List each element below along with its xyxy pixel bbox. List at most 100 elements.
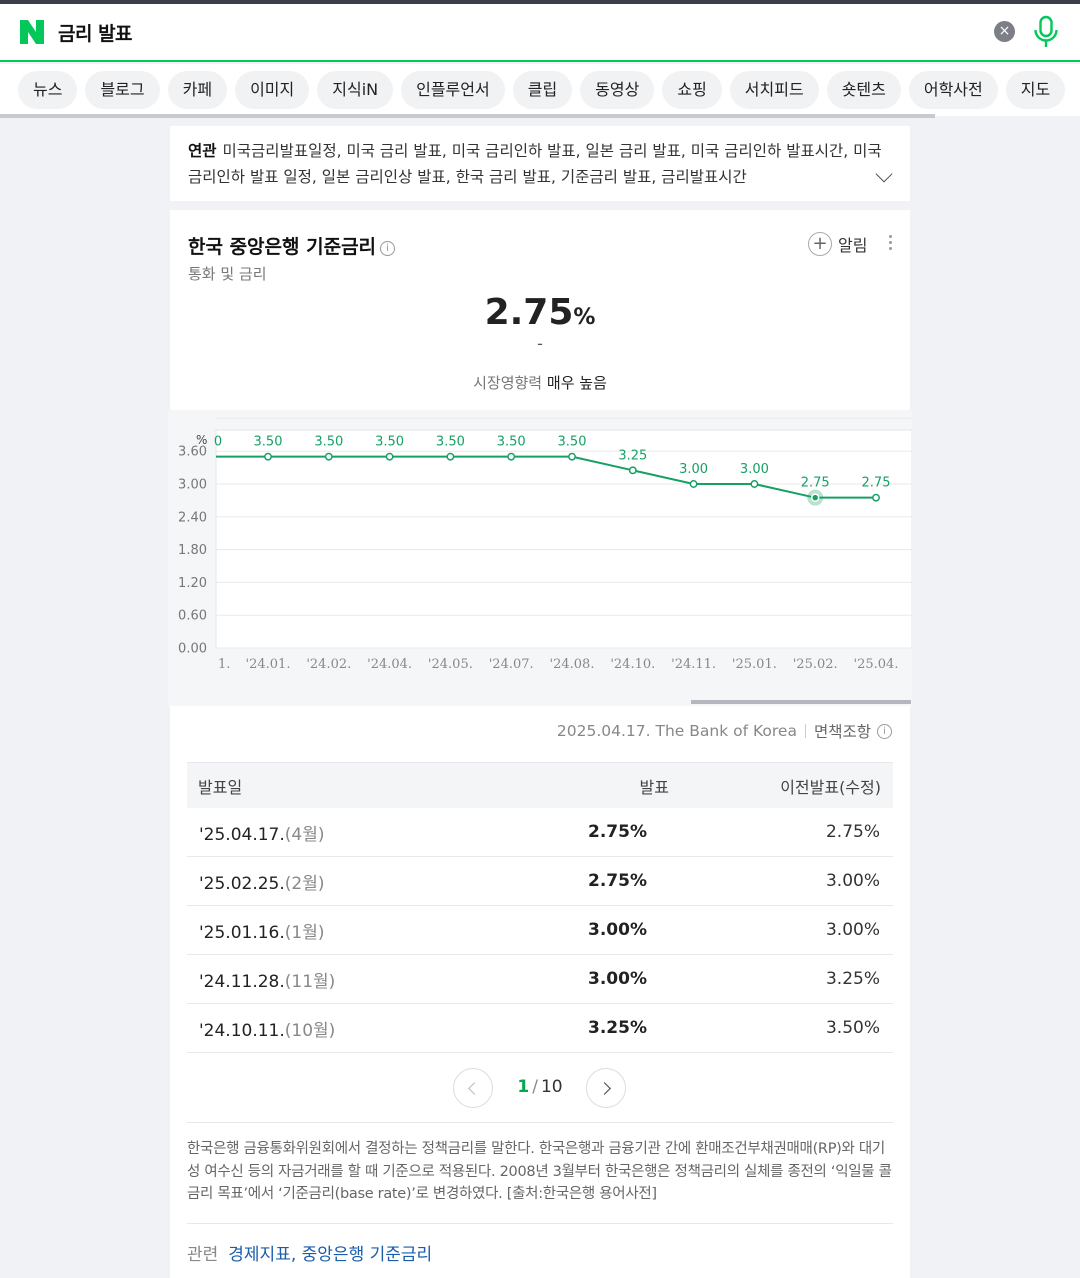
- data-point: [264, 452, 272, 461]
- cell-previous: 3.25%: [825, 969, 880, 989]
- data-label: 3.50: [375, 435, 404, 450]
- x-tick-label: '24.11.: [671, 657, 716, 672]
- data-point: [446, 452, 455, 461]
- data-label: 3.50: [314, 435, 343, 450]
- interest-rate-card: 한국 중앙은행 기준금리 i 통화 및 금리 + 알림 2.75% - 시장영향력…: [168, 210, 912, 1278]
- data-point: [810, 493, 820, 502]
- alarm-button[interactable]: + 알림: [808, 232, 867, 256]
- prev-page-chevron-left-icon[interactable]: [453, 1068, 493, 1108]
- header-date: 발표일: [198, 777, 243, 797]
- y-tick-label: 3.00: [178, 478, 207, 493]
- y-tick-label: 0.00: [178, 642, 207, 657]
- divider: [804, 724, 806, 738]
- chart-scrollbar[interactable]: [691, 700, 911, 704]
- data-label: 3.00: [740, 462, 769, 477]
- data-label: 3.50: [254, 435, 283, 450]
- related-label: 연관: [188, 142, 217, 160]
- table-row: '24.10.11.(10월) 3.25% 3.50%: [187, 1004, 893, 1053]
- page-indicator: 1/10: [517, 1077, 563, 1097]
- tab-item[interactable]: 클립: [512, 71, 573, 109]
- info-icon[interactable]: i: [380, 241, 396, 256]
- data-label: 0: [214, 435, 222, 450]
- related-links: 관련 경제지표, 중앙은행 기준금리: [187, 1245, 433, 1265]
- tab-item[interactable]: 뉴스: [18, 71, 78, 109]
- data-label: 3.50: [497, 435, 526, 450]
- related-terms[interactable]: 미국금리발표일정, 미국 금리 발표, 미국 금리인하 발표, 일본 금리 발표…: [188, 142, 882, 186]
- data-point: [872, 493, 880, 502]
- x-tick-label: '25.04.: [854, 657, 899, 672]
- indicator-title: 한국 중앙은행 기준금리 i: [188, 232, 396, 259]
- data-point: [689, 480, 698, 488]
- search-input[interactable]: 금리 발표: [58, 23, 133, 45]
- data-point: [568, 452, 576, 461]
- cell-previous: 3.50%: [825, 1018, 880, 1038]
- data-label: 2.75: [801, 476, 830, 491]
- term-description: 한국은행 금융통화위원회에서 결정하는 정책금리를 말한다. 한국은행과 금융기…: [187, 1141, 892, 1202]
- tab-item[interactable]: 카페: [167, 71, 228, 109]
- plus-icon: +: [808, 232, 832, 256]
- x-tick-label: 1.: [218, 657, 230, 672]
- data-point: [628, 466, 637, 475]
- tab-item[interactable]: 지도: [1005, 71, 1066, 109]
- y-tick-label: 3.60: [178, 445, 207, 460]
- cell-date: '25.04.17.(4월): [199, 824, 325, 845]
- cell-actual: 2.75%: [588, 871, 647, 891]
- tabs-scrollbar[interactable]: [0, 114, 935, 118]
- table-row: '24.11.28.(11월) 3.00% 3.25%: [187, 955, 893, 1004]
- table-row: '25.01.16.(1월) 3.00% 3.00%: [187, 906, 893, 955]
- status-strip: [0, 0, 1080, 4]
- indicator-category: 통화 및 금리: [188, 265, 267, 283]
- tab-item[interactable]: 숏텐츠: [826, 71, 901, 109]
- cell-actual: 2.75%: [588, 822, 647, 842]
- source-date-org: 2025.04.17. The Bank of Korea: [556, 722, 797, 740]
- x-tick-label: '24.08.: [550, 657, 595, 672]
- tab-item[interactable]: 쇼핑: [662, 71, 722, 109]
- data-label: 3.50: [558, 435, 587, 450]
- cell-actual: 3.00%: [588, 969, 647, 989]
- y-tick-label: 1.20: [178, 576, 207, 591]
- naver-logo-icon[interactable]: [18, 18, 46, 46]
- data-label: 3.25: [618, 448, 647, 463]
- table-row: '25.02.25.(2월) 2.75% 3.00%: [187, 857, 893, 906]
- x-tick-label: '24.07.: [489, 657, 534, 672]
- x-tick-label: '24.01.: [246, 657, 291, 672]
- rate-chart[interactable]: % 0.00 0.60 1.20 1.80 2.40 3.00 3.60 1. '24.01. '2…: [168, 410, 912, 706]
- y-tick-label: 2.40: [178, 510, 207, 525]
- tab-item[interactable]: 인플루언서: [401, 71, 505, 109]
- rate-change: -: [537, 334, 543, 353]
- search-tabs: 뉴스 블로그 카페 이미지 지식iN 인플루언서 클립 동영상 쇼핑 서치피드 숏텐츠 어학사전 지도: [0, 64, 1080, 116]
- disclaimer-link[interactable]: 면책조항 i: [814, 720, 892, 742]
- search-bar: 금리 발표 ×: [0, 4, 1080, 62]
- series-line: [216, 455, 876, 499]
- data-point: [385, 452, 394, 461]
- tab-item[interactable]: 어학사전: [908, 71, 998, 109]
- header-actual: 발표: [639, 777, 669, 797]
- related-link[interactable]: 경제지표, 중앙은행 기준금리: [228, 1245, 433, 1265]
- microphone-icon[interactable]: [1032, 15, 1060, 49]
- tab-item[interactable]: 블로그: [85, 71, 160, 109]
- divider: [187, 1122, 893, 1123]
- x-tick-label: '24.05.: [428, 657, 473, 672]
- tab-item[interactable]: 이미지: [235, 71, 310, 109]
- next-page-chevron-right-icon[interactable]: [586, 1068, 626, 1108]
- pagination: 1/10: [170, 1068, 910, 1110]
- data-source: 2025.04.17. The Bank of Korea 면책조항 i: [557, 720, 892, 742]
- tab-item[interactable]: 서치피드: [729, 71, 819, 109]
- x-tick-label: '25.01.: [732, 657, 777, 672]
- expand-chevron-down-icon[interactable]: [875, 165, 893, 183]
- market-impact: 시장영향력 매우 높음: [473, 374, 607, 392]
- y-tick-label: 0.60: [178, 609, 207, 624]
- cell-previous: 3.00%: [825, 871, 880, 891]
- cell-date: '25.01.16.(1월): [199, 922, 325, 943]
- alarm-label: 알림: [838, 236, 868, 255]
- cell-date: '24.11.28.(11월): [199, 971, 336, 992]
- x-tick-label: '25.02.: [793, 657, 838, 672]
- tab-item[interactable]: 지식iN: [317, 71, 394, 109]
- data-label: 3.50: [436, 435, 465, 450]
- cell-previous: 3.00%: [825, 920, 880, 940]
- table-row: '25.04.17.(4월) 2.75% 2.75%: [187, 808, 893, 857]
- data-label: 3.00: [679, 462, 708, 477]
- tab-item[interactable]: 동영상: [580, 71, 655, 109]
- more-options-icon[interactable]: [886, 235, 894, 255]
- clear-search-icon[interactable]: ×: [994, 21, 1015, 42]
